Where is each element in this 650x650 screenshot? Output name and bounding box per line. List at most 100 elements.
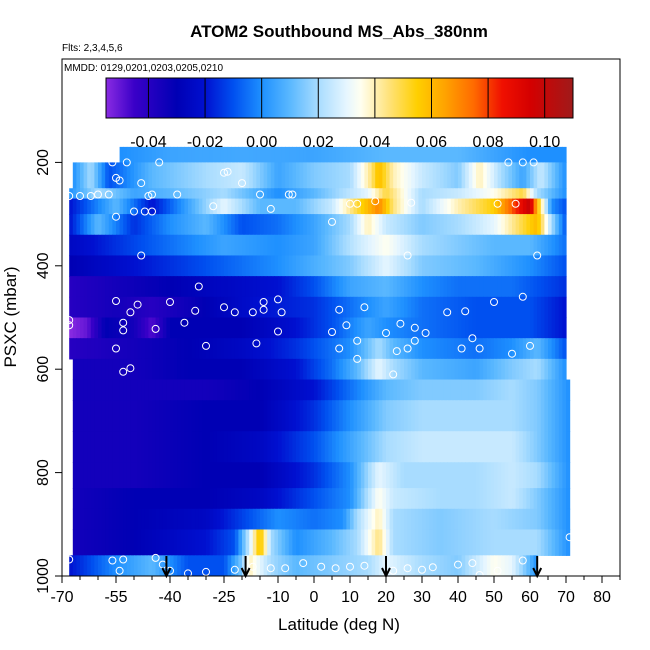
heatmap-cell	[440, 162, 445, 189]
heatmap-cell	[119, 296, 124, 319]
heatmap-cell	[407, 214, 412, 236]
heatmap-cell	[537, 338, 542, 360]
heatmap-cell	[296, 255, 301, 277]
heatmap-cell	[299, 358, 304, 381]
heatmap-cell	[497, 276, 502, 298]
heatmap-cell	[522, 276, 527, 298]
heatmap-cell	[213, 379, 218, 401]
heatmap-cell	[173, 431, 178, 463]
heatmap-cell	[562, 146, 567, 163]
heatmap-cell	[508, 400, 513, 432]
heatmap-cell	[80, 431, 85, 463]
heatmap-cell	[501, 317, 506, 339]
heatmap-cell	[162, 214, 167, 236]
heatmap-cell	[317, 188, 322, 200]
heatmap-cell	[152, 198, 157, 215]
heatmap-cell	[562, 296, 567, 319]
heatmap-cell	[209, 529, 214, 556]
heatmap-cell	[530, 296, 535, 319]
heatmap-cell	[483, 338, 488, 360]
heatmap-cell	[119, 317, 124, 339]
heatmap-cell	[152, 188, 157, 200]
heatmap-cell	[551, 162, 556, 189]
heatmap-cell	[256, 234, 261, 257]
heatmap-cell	[260, 198, 265, 215]
heatmap-cell	[450, 431, 455, 463]
heatmap-cell	[386, 188, 391, 200]
heatmap-cell	[454, 555, 459, 576]
heatmap-cell	[515, 488, 520, 510]
heatmap-cell	[83, 462, 88, 489]
heatmap-cell	[555, 188, 560, 200]
heatmap-cell	[339, 379, 344, 401]
heatmap-cell	[288, 379, 293, 401]
heatmap-cell	[386, 488, 391, 510]
heatmap-cell	[357, 508, 362, 531]
heatmap-cell	[126, 529, 131, 556]
heatmap-cell	[468, 162, 473, 189]
heatmap-cell	[245, 462, 250, 489]
heatmap-cell	[87, 214, 92, 236]
heatmap-cell	[411, 162, 416, 189]
heatmap-cell	[119, 400, 124, 432]
heatmap-cell	[137, 255, 142, 277]
heatmap-cell	[220, 255, 225, 277]
heatmap-cell	[227, 255, 232, 277]
heatmap-cell	[389, 379, 394, 401]
heatmap-cell	[389, 555, 394, 576]
heatmap-cell	[458, 555, 463, 576]
heatmap-cell	[411, 276, 416, 298]
x-tick-label: 40	[449, 589, 467, 606]
heatmap-cell	[396, 198, 401, 215]
heatmap-cell	[209, 234, 214, 257]
heatmap-cell	[303, 431, 308, 463]
heatmap-cell	[551, 338, 556, 360]
heatmap-cell	[378, 162, 383, 189]
heatmap-cell	[414, 255, 419, 277]
heatmap-cell	[425, 234, 430, 257]
heatmap-cell	[533, 162, 538, 189]
heatmap-cell	[486, 431, 491, 463]
heatmap-cell	[396, 555, 401, 576]
heatmap-cell	[544, 529, 549, 556]
heatmap-cell	[166, 146, 171, 163]
heatmap-cell	[396, 234, 401, 257]
heatmap-cell	[177, 214, 182, 236]
sample-point	[248, 562, 257, 571]
heatmap-cell	[188, 198, 193, 215]
heatmap-cell	[486, 162, 491, 189]
heatmap-cell	[544, 358, 549, 381]
heatmap-cell	[278, 338, 283, 360]
heatmap-cell	[216, 234, 221, 257]
heatmap-cell	[411, 198, 416, 215]
heatmap-cell	[476, 338, 481, 360]
heatmap-cell	[382, 214, 387, 236]
heatmap-cell	[137, 529, 142, 556]
heatmap-cell	[206, 234, 211, 257]
heatmap-cell	[238, 462, 243, 489]
heatmap-cell	[350, 188, 355, 200]
heatmap-cell	[342, 529, 347, 556]
heatmap-cell	[299, 317, 304, 339]
heatmap-cell	[436, 555, 441, 576]
heatmap-cell	[216, 529, 221, 556]
heatmap-cell	[144, 400, 149, 432]
heatmap-cell	[130, 488, 135, 510]
colorbar-tick-label: 0.10	[529, 134, 560, 151]
heatmap-cell	[281, 317, 286, 339]
heatmap-cell	[101, 188, 106, 200]
heatmap-cell	[566, 488, 571, 510]
heatmap-cell	[321, 431, 326, 463]
heatmap-cell	[450, 198, 455, 215]
heatmap-cell	[504, 198, 509, 215]
heatmap-cell	[328, 188, 333, 200]
heatmap-cell	[389, 317, 394, 339]
heatmap-cell	[216, 431, 221, 463]
heatmap-cell	[144, 296, 149, 319]
heatmap-cell	[76, 529, 81, 556]
heatmap-cell	[119, 146, 124, 163]
heatmap-cell	[533, 146, 538, 163]
sample-point	[443, 308, 452, 317]
heatmap-cell	[116, 358, 121, 381]
heatmap-cell	[180, 508, 185, 531]
